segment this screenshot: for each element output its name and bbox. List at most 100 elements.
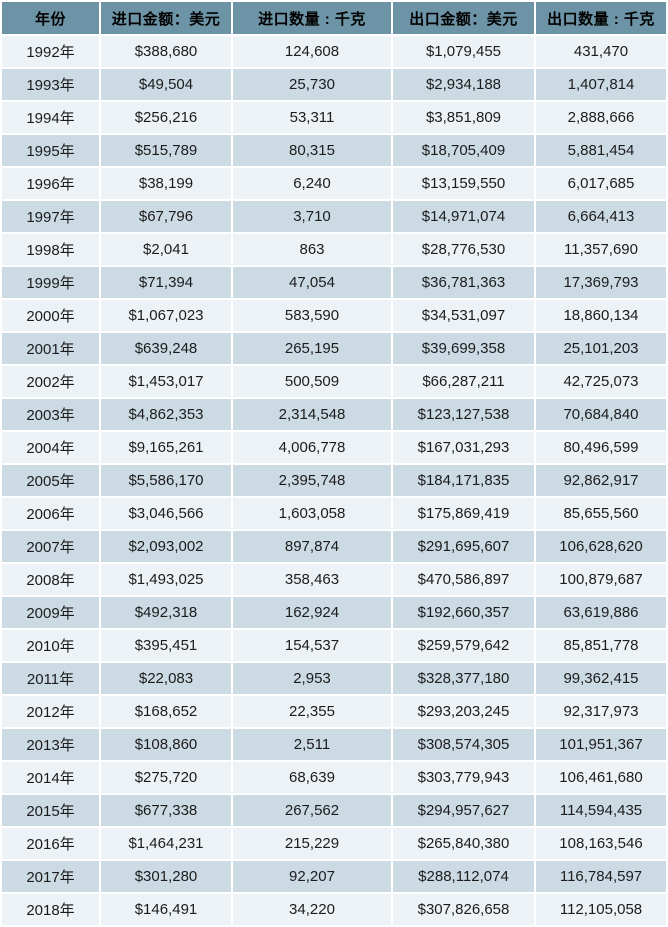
value-cell: $13,159,550: [393, 168, 534, 199]
value-cell: 500,509: [233, 366, 391, 397]
value-cell: 85,851,778: [536, 630, 666, 661]
table-row: 2000年 $1,067,023 583,590 $34,531,097 18,860,…: [2, 300, 666, 331]
table-row: 2015年 $677,338 267,562 $294,957,627 114,594,…: [2, 795, 666, 826]
value-cell: $1,067,023: [101, 300, 231, 331]
value-cell: $395,451: [101, 630, 231, 661]
value-cell: 99,362,415: [536, 663, 666, 694]
value-cell: 863: [233, 234, 391, 265]
value-cell: $515,789: [101, 135, 231, 166]
value-cell: $4,862,353: [101, 399, 231, 430]
value-cell: 265,195: [233, 333, 391, 364]
value-cell: $146,491: [101, 894, 231, 925]
value-cell: $291,695,607: [393, 531, 534, 562]
value-cell: $492,318: [101, 597, 231, 628]
value-cell: 85,655,560: [536, 498, 666, 529]
value-cell: 583,590: [233, 300, 391, 331]
value-cell: $167,031,293: [393, 432, 534, 463]
value-cell: $67,796: [101, 201, 231, 232]
value-cell: $5,586,170: [101, 465, 231, 496]
value-cell: $301,280: [101, 861, 231, 892]
table-row: 1998年 $2,041 863 $28,776,530 11,357,690: [2, 234, 666, 265]
value-cell: $71,394: [101, 267, 231, 298]
year-cell: 2005年: [2, 465, 99, 496]
value-cell: 106,628,620: [536, 531, 666, 562]
year-cell: 2016年: [2, 828, 99, 859]
value-cell: $470,586,897: [393, 564, 534, 595]
value-cell: 63,619,886: [536, 597, 666, 628]
table-header: 年份 进口金额：美元 进口数量 : 千克 出口金额：美元 出口数量 : 千克: [2, 2, 666, 34]
year-cell: 2009年: [2, 597, 99, 628]
value-cell: $288,112,074: [393, 861, 534, 892]
value-cell: $168,652: [101, 696, 231, 727]
table-row: 2003年 $4,862,353 2,314,548 $123,127,538 70,6…: [2, 399, 666, 430]
table-row: 1992年 $388,680 124,608 $1,079,455 431,470: [2, 36, 666, 67]
year-cell: 2008年: [2, 564, 99, 595]
value-cell: 112,105,058: [536, 894, 666, 925]
value-cell: $2,934,188: [393, 69, 534, 100]
value-cell: $3,851,809: [393, 102, 534, 133]
table-row: 1999年 $71,394 47,054 $36,781,363 17,369,793: [2, 267, 666, 298]
year-cell: 1997年: [2, 201, 99, 232]
value-cell: 5,881,454: [536, 135, 666, 166]
column-header-export-amount: 出口金额：美元: [393, 2, 534, 34]
year-cell: 1994年: [2, 102, 99, 133]
value-cell: 267,562: [233, 795, 391, 826]
value-cell: $22,083: [101, 663, 231, 694]
year-cell: 2002年: [2, 366, 99, 397]
year-cell: 2003年: [2, 399, 99, 430]
value-cell: 53,311: [233, 102, 391, 133]
value-cell: 80,315: [233, 135, 391, 166]
value-cell: 162,924: [233, 597, 391, 628]
table-row: 2009年 $492,318 162,924 $192,660,357 63,619,8…: [2, 597, 666, 628]
value-cell: 2,888,666: [536, 102, 666, 133]
value-cell: $192,660,357: [393, 597, 534, 628]
value-cell: 17,369,793: [536, 267, 666, 298]
value-cell: $256,216: [101, 102, 231, 133]
value-cell: $2,041: [101, 234, 231, 265]
value-cell: $175,869,419: [393, 498, 534, 529]
value-cell: $184,171,835: [393, 465, 534, 496]
value-cell: 34,220: [233, 894, 391, 925]
value-cell: $39,699,358: [393, 333, 534, 364]
year-cell: 1993年: [2, 69, 99, 100]
value-cell: 114,594,435: [536, 795, 666, 826]
value-cell: $108,860: [101, 729, 231, 760]
value-cell: 1,407,814: [536, 69, 666, 100]
table-row: 2010年 $395,451 154,537 $259,579,642 85,851,7…: [2, 630, 666, 661]
value-cell: $308,574,305: [393, 729, 534, 760]
table-row: 1994年 $256,216 53,311 $3,851,809 2,888,666: [2, 102, 666, 133]
value-cell: 431,470: [536, 36, 666, 67]
year-cell: 2007年: [2, 531, 99, 562]
value-cell: 92,317,973: [536, 696, 666, 727]
value-cell: 108,163,546: [536, 828, 666, 859]
year-cell: 2000年: [2, 300, 99, 331]
value-cell: $123,127,538: [393, 399, 534, 430]
year-cell: 1996年: [2, 168, 99, 199]
year-cell: 1992年: [2, 36, 99, 67]
table-row: 2004年 $9,165,261 4,006,778 $167,031,293 80,4…: [2, 432, 666, 463]
value-cell: 215,229: [233, 828, 391, 859]
value-cell: 92,862,917: [536, 465, 666, 496]
value-cell: $14,971,074: [393, 201, 534, 232]
value-cell: 68,639: [233, 762, 391, 793]
value-cell: $1,453,017: [101, 366, 231, 397]
table-row: 2005年 $5,586,170 2,395,748 $184,171,835 92,8…: [2, 465, 666, 496]
value-cell: 47,054: [233, 267, 391, 298]
year-cell: 2004年: [2, 432, 99, 463]
table-row: 2001年 $639,248 265,195 $39,699,358 25,101,20…: [2, 333, 666, 364]
value-cell: 22,355: [233, 696, 391, 727]
table-row: 2018年 $146,491 34,220 $307,826,658 112,105,0…: [2, 894, 666, 925]
table-row: 2011年 $22,083 2,953 $328,377,180 99,362,415: [2, 663, 666, 694]
value-cell: $28,776,530: [393, 234, 534, 265]
table-row: 2016年 $1,464,231 215,229 $265,840,380 108,16…: [2, 828, 666, 859]
value-cell: $49,504: [101, 69, 231, 100]
value-cell: 2,395,748: [233, 465, 391, 496]
value-cell: $18,705,409: [393, 135, 534, 166]
table-row: 2012年 $168,652 22,355 $293,203,245 92,317,97…: [2, 696, 666, 727]
value-cell: $677,338: [101, 795, 231, 826]
value-cell: 25,730: [233, 69, 391, 100]
table-row: 1995年 $515,789 80,315 $18,705,409 5,881,454: [2, 135, 666, 166]
value-cell: $294,957,627: [393, 795, 534, 826]
value-cell: 92,207: [233, 861, 391, 892]
